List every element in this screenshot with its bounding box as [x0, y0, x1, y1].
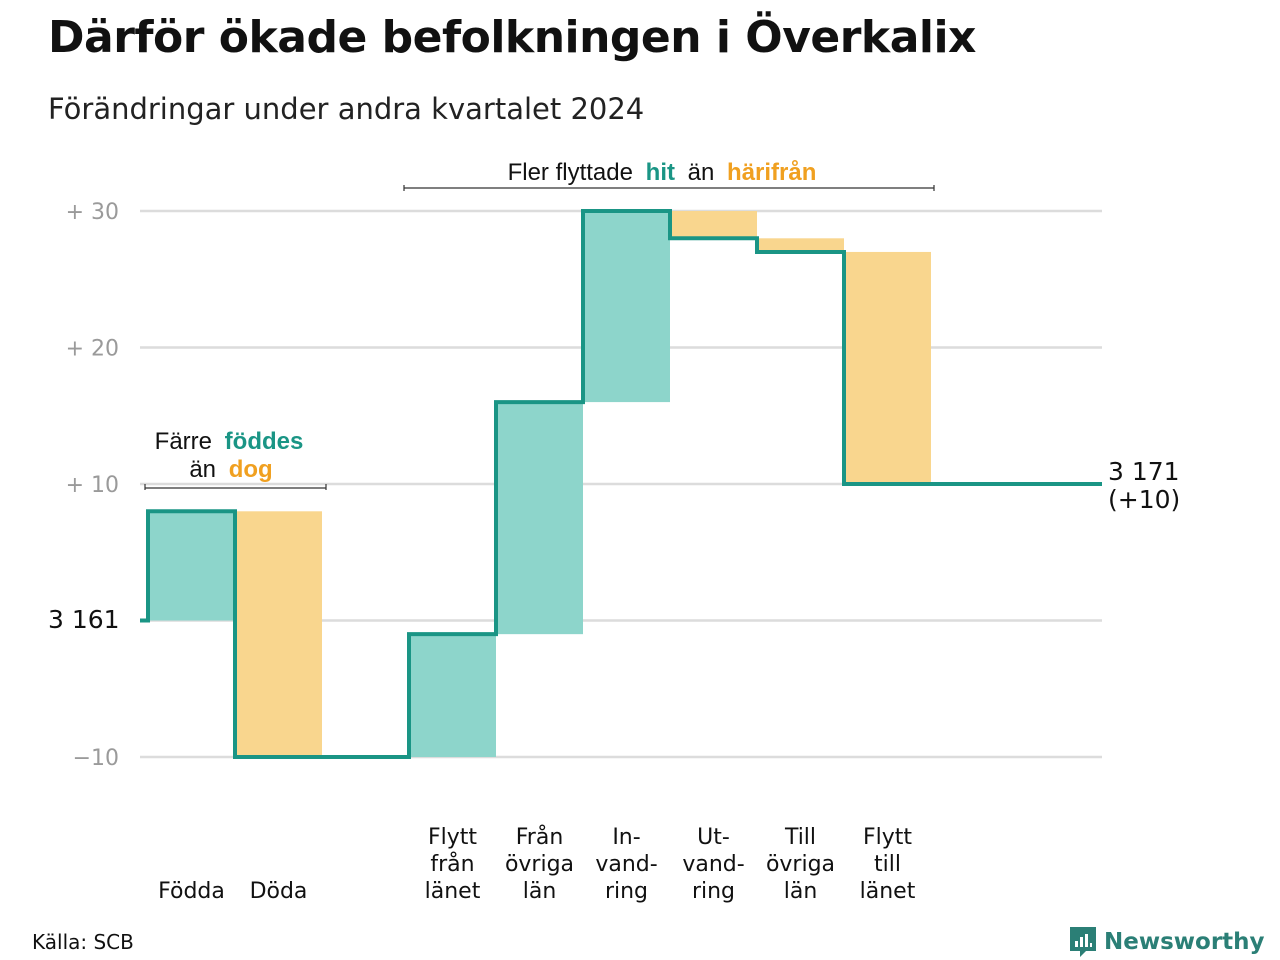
deaths-annotation-highlight: dog: [229, 456, 273, 483]
category-label-line: ring: [605, 879, 648, 904]
cumulative-step-line: [140, 209, 1102, 759]
waterfall-bar: [583, 211, 670, 403]
category-label-line: Ut-: [697, 825, 730, 850]
category-label-line: Till: [784, 825, 816, 850]
waterfall-bar: [148, 511, 235, 621]
chart-title: Därför ökade befolkningen i Överkalix: [48, 12, 976, 63]
waterfall-bar: [670, 211, 757, 239]
y-tick-label: + 20: [66, 337, 119, 362]
category-label-line: länet: [860, 879, 916, 904]
births-annotation-than: än: [189, 456, 216, 483]
births-annotation-line2: än dog: [189, 456, 272, 483]
category-label: Födda: [158, 879, 225, 904]
births-annotation-prefix: Färre: [155, 428, 212, 455]
category-label-line: Döda: [250, 879, 308, 904]
category-label-line: vand-: [595, 852, 657, 877]
end-change-label: (+10): [1108, 485, 1180, 514]
category-label-line: län: [523, 879, 557, 904]
category-label-line: länet: [425, 879, 481, 904]
category-label-line: Födda: [158, 879, 225, 904]
category-label: Flytt till länet: [860, 825, 916, 904]
migration-annotation-harifran: härifrån: [727, 159, 816, 186]
births-annotation-highlight: föddes: [225, 428, 304, 455]
births-annotation: Färre föddes än dog: [144, 428, 327, 490]
category-label-line: till: [874, 852, 901, 877]
source-note: Källa: SCB: [32, 930, 134, 954]
waterfall-bar: [409, 634, 496, 757]
category-label-line: vand-: [682, 852, 744, 877]
category-label-line: ring: [692, 879, 735, 904]
bars: [148, 211, 931, 757]
category-label-line: In-: [612, 825, 640, 850]
category-label: Flytt från länet: [425, 825, 481, 904]
start-value-label: 3 161: [48, 605, 120, 634]
births-bracket: [144, 484, 327, 490]
waterfall-bar: [757, 238, 844, 252]
y-tick-label: + 10: [66, 473, 119, 498]
waterfall-bar: [844, 251, 931, 484]
y-tick-label: + 30: [66, 200, 119, 225]
category-label: In-vand-ring: [595, 825, 657, 904]
y-tick-label: −10: [73, 746, 119, 771]
category-label: Ut-vand-ring: [682, 825, 744, 904]
category-label-line: Från: [516, 824, 564, 850]
waterfall-bar: [235, 511, 322, 757]
category-label-line: Flytt: [863, 825, 912, 850]
migration-bracket: [403, 185, 935, 191]
category-label: Till övriga län: [766, 825, 835, 904]
category-label-line: övriga: [766, 852, 835, 877]
category-label-line: län: [784, 879, 818, 904]
category-label-line: Flytt: [428, 825, 477, 850]
migration-annotation: Fler flyttade hit än härifrån: [403, 159, 935, 191]
category-label-line: övriga: [505, 852, 574, 877]
newsworthy-logo-icon: [1070, 927, 1096, 957]
migration-annotation-middle: än: [688, 159, 715, 186]
category-label: Från övriga län: [505, 824, 574, 904]
waterfall-bar: [496, 402, 583, 635]
category-label: Döda: [250, 879, 308, 904]
brand-logo: Newsworthy: [1068, 924, 1265, 960]
end-population-label: 3 171: [1108, 457, 1180, 486]
brand-name: Newsworthy: [1104, 929, 1265, 955]
births-annotation-line1: Färre föddes: [155, 428, 304, 455]
category-label-line: från: [430, 851, 474, 877]
migration-annotation-hit: hit: [646, 159, 675, 186]
y-axis-ticks: + 30 + 20 + 10 −10: [66, 200, 119, 771]
migration-annotation-text: Fler flyttade hit än härifrån: [508, 159, 817, 186]
migration-annotation-prefix: Fler flyttade: [508, 159, 633, 186]
chart-subtitle: Förändringar under andra kvartalet 2024: [48, 92, 645, 126]
